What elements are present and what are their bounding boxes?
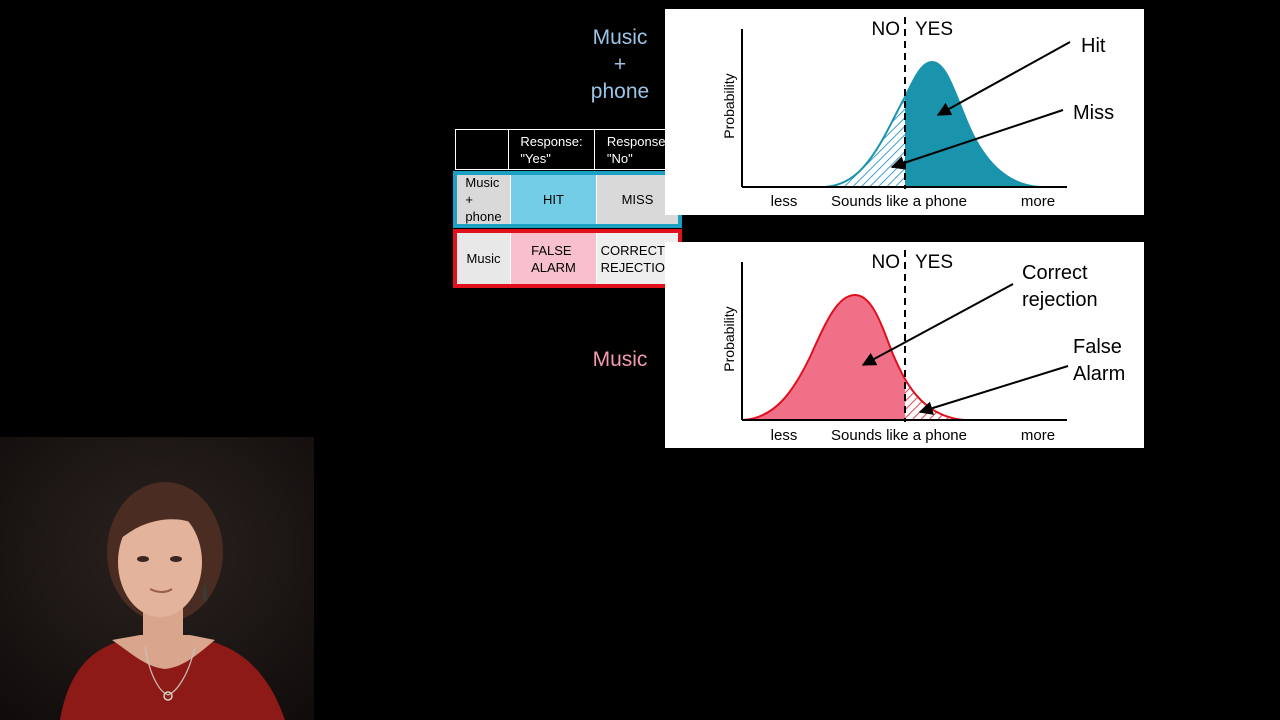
label-music: Music — [578, 346, 662, 373]
header-yes: Response: "Yes" — [508, 129, 595, 170]
yes-label: YES — [915, 252, 953, 273]
no-label: NO — [872, 19, 901, 40]
table-row-music-phone: Music + phone HIT MISS — [453, 171, 682, 228]
miss-annotation: Miss — [1073, 102, 1114, 124]
x-tick-less: less — [771, 193, 798, 210]
cell-line: REJECTION — [600, 259, 675, 275]
correct-rejection-annotation: Correct rejection — [1022, 262, 1098, 311]
no-label: NO — [872, 252, 901, 273]
label-music-phone: Music + phone — [578, 24, 662, 105]
annotation-line: Alarm — [1073, 363, 1125, 385]
annotation-line: False — [1073, 336, 1122, 358]
x-tick-more: more — [1021, 427, 1055, 444]
table-corner — [455, 129, 509, 170]
false-alarm-annotation: False Alarm — [1073, 336, 1127, 385]
correct-rejection-arrow — [861, 283, 1014, 366]
header-line: Response: — [606, 133, 670, 149]
label-line: Music — [592, 348, 648, 371]
cell-line: ALARM — [531, 259, 576, 275]
miss-arrow — [890, 109, 1064, 170]
x-tick-less: less — [771, 427, 798, 444]
hit-annotation: Hit — [1081, 35, 1106, 57]
chart-svg: NO YES Probability less Sounds like a ph… — [721, 250, 1127, 444]
correct-rejection-cell: CORRECT REJECTION — [596, 233, 678, 284]
presenter-picture — [0, 437, 314, 720]
cell-text: Music — [466, 251, 501, 266]
hit-arrow — [936, 41, 1071, 116]
annotation-line: rejection — [1022, 289, 1098, 311]
x-axis-label: Sounds like a phone — [831, 427, 967, 444]
chart-svg: NO YES Probability less Sounds like a ph… — [721, 17, 1114, 210]
annotation-line: Correct — [1022, 262, 1088, 284]
header-line: "No" — [606, 150, 633, 166]
label-line: Music — [592, 26, 648, 49]
miss-cell: MISS — [596, 175, 678, 224]
row-label-cell: Music — [457, 233, 510, 284]
x-tick-more: more — [1021, 193, 1055, 210]
header-line: "Yes" — [520, 150, 551, 166]
cell-line: phone — [465, 209, 502, 224]
chart-music-phone: NO YES Probability less Sounds like a ph… — [665, 9, 1144, 215]
y-axis-label: Probability — [721, 306, 737, 371]
distribution-curve — [824, 60, 1041, 188]
false-alarm-cell: FALSE ALARM — [510, 233, 596, 284]
cell-text: MISS — [621, 192, 654, 207]
hit-area — [905, 62, 1040, 187]
correct-rejection-area — [743, 295, 905, 420]
x-axis-label: Sounds like a phone — [831, 193, 967, 210]
cell-text: HIT — [543, 192, 564, 207]
yes-label: YES — [915, 19, 953, 40]
cell-line: FALSE — [531, 242, 572, 258]
chart-music: NO YES Probability less Sounds like a ph… — [665, 242, 1144, 448]
false-alarm-area — [905, 379, 965, 420]
false-alarm-arrow — [918, 365, 1069, 415]
y-axis-label: Probability — [721, 73, 737, 138]
row-label-cell: Music + phone — [457, 175, 510, 224]
distribution-curve — [742, 293, 966, 421]
cell-line: CORRECT — [600, 242, 665, 258]
table-row-music: Music FALSE ALARM CORRECT REJECTION — [453, 229, 682, 288]
label-line: phone — [590, 80, 650, 103]
cell-line: + — [465, 192, 474, 207]
label-line: + — [613, 53, 627, 76]
miss-area — [825, 97, 905, 187]
hit-cell: HIT — [510, 175, 596, 224]
header-line: Response: — [520, 133, 583, 149]
presenter-video — [0, 437, 314, 720]
cell-line: Music — [465, 175, 500, 190]
